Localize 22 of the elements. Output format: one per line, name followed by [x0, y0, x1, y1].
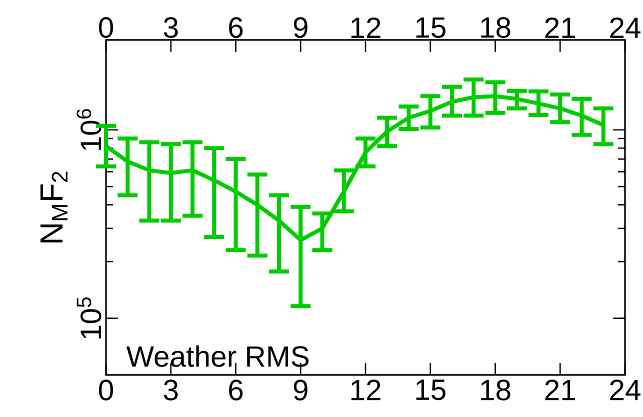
x-tick-label: 24: [610, 17, 640, 38]
x2-tick-label: 15: [416, 380, 446, 400]
x-tick-label: 18: [481, 17, 510, 38]
x2-tick-label: 24: [610, 380, 640, 400]
annotation: Weather RMS: [126, 345, 309, 367]
x2-tick-label: 12: [351, 380, 380, 400]
x-tick-label: 3: [164, 17, 178, 38]
x2-tick-label: 21: [545, 380, 576, 400]
x2-tick-label: 18: [481, 380, 510, 400]
x2-tick-label: 0: [99, 380, 114, 400]
x2-tick-label: 6: [229, 380, 243, 400]
y-tick-label: 10$^{5}$: [76, 297, 102, 338]
x-tick-label: 15: [416, 17, 446, 38]
x2-tick-label: 9: [294, 380, 308, 400]
x-tick-label: 6: [229, 17, 243, 38]
x-tick-label: 9: [294, 17, 308, 38]
y-tick-label: 10$^{6}$: [76, 109, 102, 150]
x-tick-label: 12: [351, 17, 380, 38]
x2-tick-label: 3: [164, 380, 178, 400]
x-tick-label: 0: [99, 17, 114, 38]
x-tick-label: 21: [545, 17, 576, 38]
y-axis-title: N$_{M}$F$_{2}$: [40, 172, 68, 242]
